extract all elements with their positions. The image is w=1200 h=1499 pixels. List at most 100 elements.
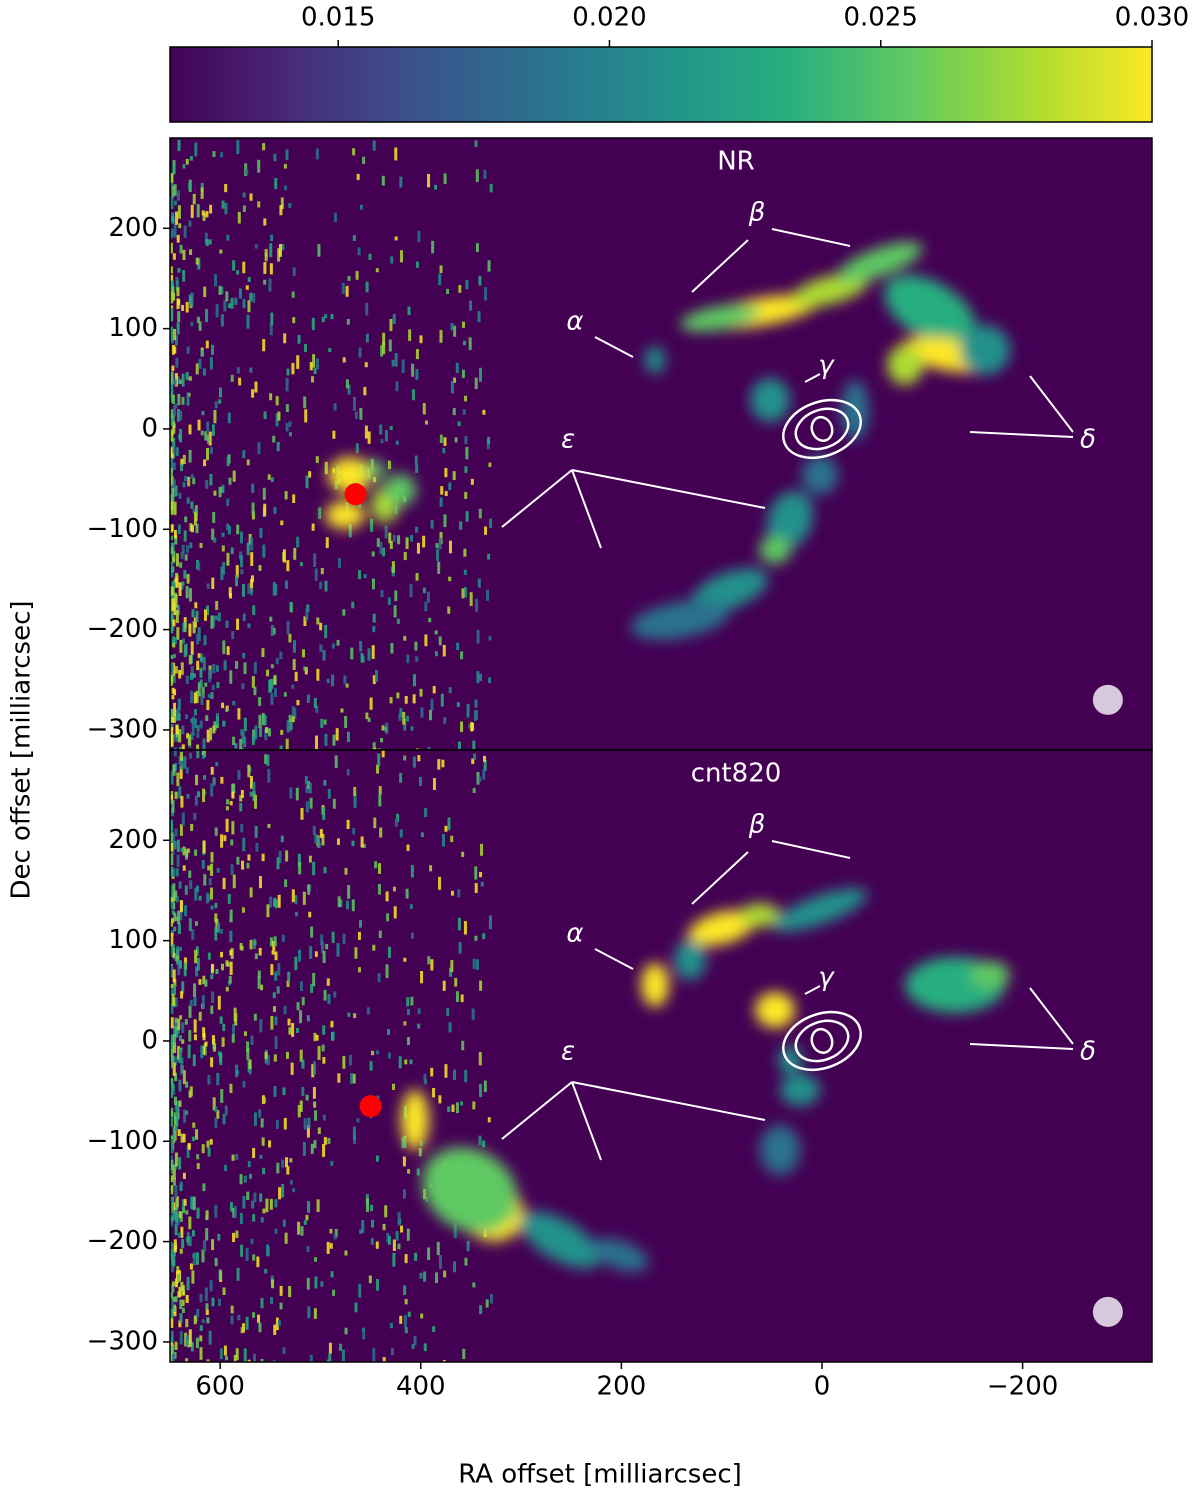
annotation-line bbox=[969, 431, 1074, 438]
noise bbox=[209, 204, 213, 214]
noise bbox=[170, 885, 174, 898]
noise bbox=[185, 767, 189, 774]
noise bbox=[424, 634, 428, 647]
noise bbox=[229, 909, 233, 923]
noise bbox=[292, 640, 296, 653]
noise bbox=[179, 1035, 183, 1042]
noise bbox=[488, 915, 492, 930]
noise bbox=[220, 1088, 224, 1103]
noise bbox=[274, 1036, 278, 1049]
noise bbox=[328, 1342, 332, 1354]
noise bbox=[178, 746, 182, 750]
noise bbox=[384, 1205, 388, 1218]
noise bbox=[269, 1198, 273, 1210]
noise bbox=[202, 1045, 206, 1055]
noise bbox=[300, 1226, 304, 1236]
noise bbox=[192, 1122, 196, 1128]
noise bbox=[188, 655, 192, 665]
noise bbox=[406, 1228, 410, 1241]
noise bbox=[260, 984, 264, 991]
noise bbox=[330, 1161, 334, 1166]
noise bbox=[192, 193, 196, 205]
noise bbox=[453, 1224, 457, 1239]
noise bbox=[274, 971, 278, 981]
emission-blob bbox=[740, 903, 780, 927]
noise bbox=[219, 1348, 223, 1360]
annotation-line bbox=[771, 228, 851, 247]
noise bbox=[411, 1343, 415, 1350]
noise bbox=[170, 1107, 174, 1117]
noise bbox=[288, 432, 292, 437]
noise bbox=[175, 447, 179, 456]
noise bbox=[409, 904, 413, 909]
noise bbox=[172, 1088, 176, 1095]
noise bbox=[317, 1046, 321, 1060]
noise bbox=[262, 544, 266, 558]
noise bbox=[406, 654, 410, 664]
noise bbox=[173, 978, 177, 987]
noise bbox=[232, 874, 236, 889]
noise bbox=[190, 524, 194, 533]
noise bbox=[242, 1080, 246, 1088]
noise bbox=[174, 666, 178, 674]
noise bbox=[181, 1039, 185, 1044]
noise bbox=[170, 280, 174, 287]
noise bbox=[170, 946, 174, 957]
noise bbox=[418, 1148, 422, 1157]
noise bbox=[180, 847, 184, 853]
colorbar-tick-label: 0.015 bbox=[301, 3, 375, 33]
noise bbox=[328, 1353, 332, 1362]
noise bbox=[430, 1067, 434, 1077]
noise bbox=[414, 641, 418, 651]
noise bbox=[479, 1305, 483, 1315]
noise bbox=[382, 547, 386, 557]
noise bbox=[442, 1359, 446, 1362]
noise bbox=[465, 280, 469, 290]
emission-blob bbox=[687, 910, 757, 946]
noise bbox=[205, 605, 209, 616]
noise bbox=[174, 535, 178, 545]
noise bbox=[171, 944, 175, 953]
noise bbox=[173, 1352, 177, 1359]
noise bbox=[199, 1294, 203, 1303]
noise bbox=[406, 844, 410, 851]
noise bbox=[283, 692, 287, 697]
noise bbox=[183, 756, 187, 769]
emission-blob bbox=[641, 963, 669, 1007]
noise bbox=[337, 896, 341, 908]
noise bbox=[186, 848, 190, 853]
noise bbox=[305, 1214, 309, 1221]
noise bbox=[275, 396, 279, 406]
noise bbox=[241, 731, 245, 744]
noise bbox=[316, 617, 320, 625]
noise bbox=[170, 708, 174, 723]
noise bbox=[248, 533, 252, 545]
noise bbox=[199, 542, 203, 548]
noise bbox=[170, 1003, 174, 1014]
noise bbox=[170, 673, 174, 686]
noise bbox=[277, 248, 281, 262]
noise bbox=[462, 1348, 466, 1360]
noise bbox=[220, 951, 224, 958]
noise bbox=[287, 971, 291, 982]
noise bbox=[422, 535, 426, 548]
noise bbox=[177, 962, 181, 976]
noise bbox=[177, 1046, 181, 1060]
contour bbox=[794, 1019, 850, 1063]
noise bbox=[207, 434, 211, 444]
noise bbox=[278, 1187, 282, 1200]
noise bbox=[396, 618, 400, 625]
noise bbox=[252, 605, 256, 615]
noise bbox=[194, 142, 198, 157]
noise bbox=[232, 470, 236, 482]
noise bbox=[279, 745, 283, 750]
noise bbox=[358, 1283, 362, 1298]
noise bbox=[330, 313, 334, 320]
noise bbox=[253, 1013, 257, 1021]
noise bbox=[447, 606, 451, 614]
noise bbox=[314, 951, 318, 957]
noise bbox=[441, 834, 445, 847]
noise bbox=[201, 1319, 205, 1324]
noise bbox=[390, 256, 394, 264]
noise bbox=[263, 262, 267, 274]
